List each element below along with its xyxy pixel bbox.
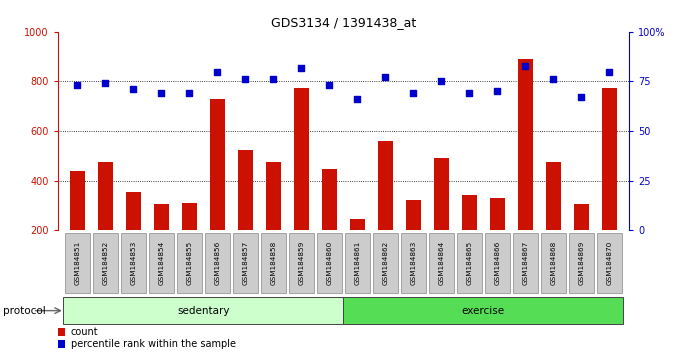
- Text: count: count: [71, 327, 99, 337]
- Bar: [98, 162, 113, 230]
- Text: GSM184856: GSM184856: [214, 241, 220, 285]
- Bar: [154, 204, 169, 230]
- FancyBboxPatch shape: [401, 233, 426, 293]
- Bar: [490, 198, 505, 230]
- Text: GSM184857: GSM184857: [242, 241, 248, 285]
- Text: GSM184864: GSM184864: [439, 241, 445, 285]
- FancyBboxPatch shape: [541, 233, 566, 293]
- Point: [604, 69, 615, 74]
- Point: [128, 86, 139, 92]
- Text: GSM184855: GSM184855: [186, 241, 192, 285]
- Bar: [434, 158, 449, 230]
- Text: GSM184858: GSM184858: [271, 241, 276, 285]
- Point: [436, 79, 447, 84]
- Point: [296, 65, 307, 70]
- Point: [324, 82, 335, 88]
- Bar: [126, 192, 141, 230]
- FancyBboxPatch shape: [317, 233, 342, 293]
- Text: GSM184867: GSM184867: [522, 241, 528, 285]
- FancyBboxPatch shape: [261, 233, 286, 293]
- Text: GSM184869: GSM184869: [579, 241, 584, 285]
- Text: GSM184859: GSM184859: [299, 241, 305, 285]
- Point: [548, 76, 559, 82]
- FancyBboxPatch shape: [343, 297, 624, 324]
- Text: GSM184866: GSM184866: [494, 241, 500, 285]
- Bar: [58, 340, 65, 348]
- FancyBboxPatch shape: [65, 233, 90, 293]
- Point: [72, 82, 83, 88]
- Point: [352, 96, 363, 102]
- Point: [156, 91, 167, 96]
- Bar: [602, 88, 617, 230]
- Bar: [322, 170, 337, 230]
- Text: percentile rank within the sample: percentile rank within the sample: [71, 339, 236, 349]
- FancyBboxPatch shape: [457, 233, 481, 293]
- Bar: [182, 203, 197, 230]
- Point: [464, 91, 475, 96]
- FancyBboxPatch shape: [63, 297, 343, 324]
- Text: GSM184862: GSM184862: [382, 241, 388, 285]
- FancyBboxPatch shape: [485, 233, 510, 293]
- FancyBboxPatch shape: [289, 233, 313, 293]
- Point: [100, 81, 111, 86]
- FancyBboxPatch shape: [345, 233, 370, 293]
- Bar: [517, 59, 533, 230]
- Text: GSM184863: GSM184863: [411, 241, 416, 285]
- Bar: [406, 200, 421, 230]
- Text: GSM184854: GSM184854: [158, 241, 165, 285]
- FancyBboxPatch shape: [93, 233, 118, 293]
- Bar: [350, 219, 365, 230]
- Text: GSM184852: GSM184852: [103, 241, 108, 285]
- Text: GSM184851: GSM184851: [74, 241, 80, 285]
- Bar: [377, 141, 393, 230]
- Text: GSM184865: GSM184865: [466, 241, 473, 285]
- Bar: [266, 162, 281, 230]
- Text: GSM184868: GSM184868: [550, 241, 556, 285]
- Bar: [294, 88, 309, 230]
- FancyBboxPatch shape: [513, 233, 538, 293]
- Bar: [58, 328, 65, 336]
- Point: [184, 91, 195, 96]
- Title: GDS3134 / 1391438_at: GDS3134 / 1391438_at: [271, 16, 416, 29]
- Text: sedentary: sedentary: [177, 306, 230, 316]
- Bar: [70, 171, 85, 230]
- FancyBboxPatch shape: [149, 233, 173, 293]
- Text: GSM184860: GSM184860: [326, 241, 333, 285]
- Point: [212, 69, 223, 74]
- Point: [268, 76, 279, 82]
- Text: GSM184853: GSM184853: [131, 241, 137, 285]
- FancyBboxPatch shape: [177, 233, 202, 293]
- Text: GSM184870: GSM184870: [607, 241, 613, 285]
- FancyBboxPatch shape: [121, 233, 146, 293]
- Point: [520, 63, 531, 68]
- Bar: [209, 99, 225, 230]
- FancyBboxPatch shape: [597, 233, 622, 293]
- Text: exercise: exercise: [462, 306, 505, 316]
- FancyBboxPatch shape: [233, 233, 258, 293]
- Bar: [462, 195, 477, 230]
- FancyBboxPatch shape: [205, 233, 230, 293]
- Bar: [546, 162, 561, 230]
- Bar: [238, 149, 253, 230]
- FancyBboxPatch shape: [569, 233, 594, 293]
- Bar: [574, 204, 589, 230]
- Point: [408, 91, 419, 96]
- Point: [380, 75, 391, 80]
- Point: [576, 95, 587, 100]
- FancyBboxPatch shape: [429, 233, 454, 293]
- FancyBboxPatch shape: [373, 233, 398, 293]
- Point: [240, 76, 251, 82]
- Text: GSM184861: GSM184861: [354, 241, 360, 285]
- Text: protocol: protocol: [3, 306, 46, 316]
- Point: [492, 88, 503, 94]
